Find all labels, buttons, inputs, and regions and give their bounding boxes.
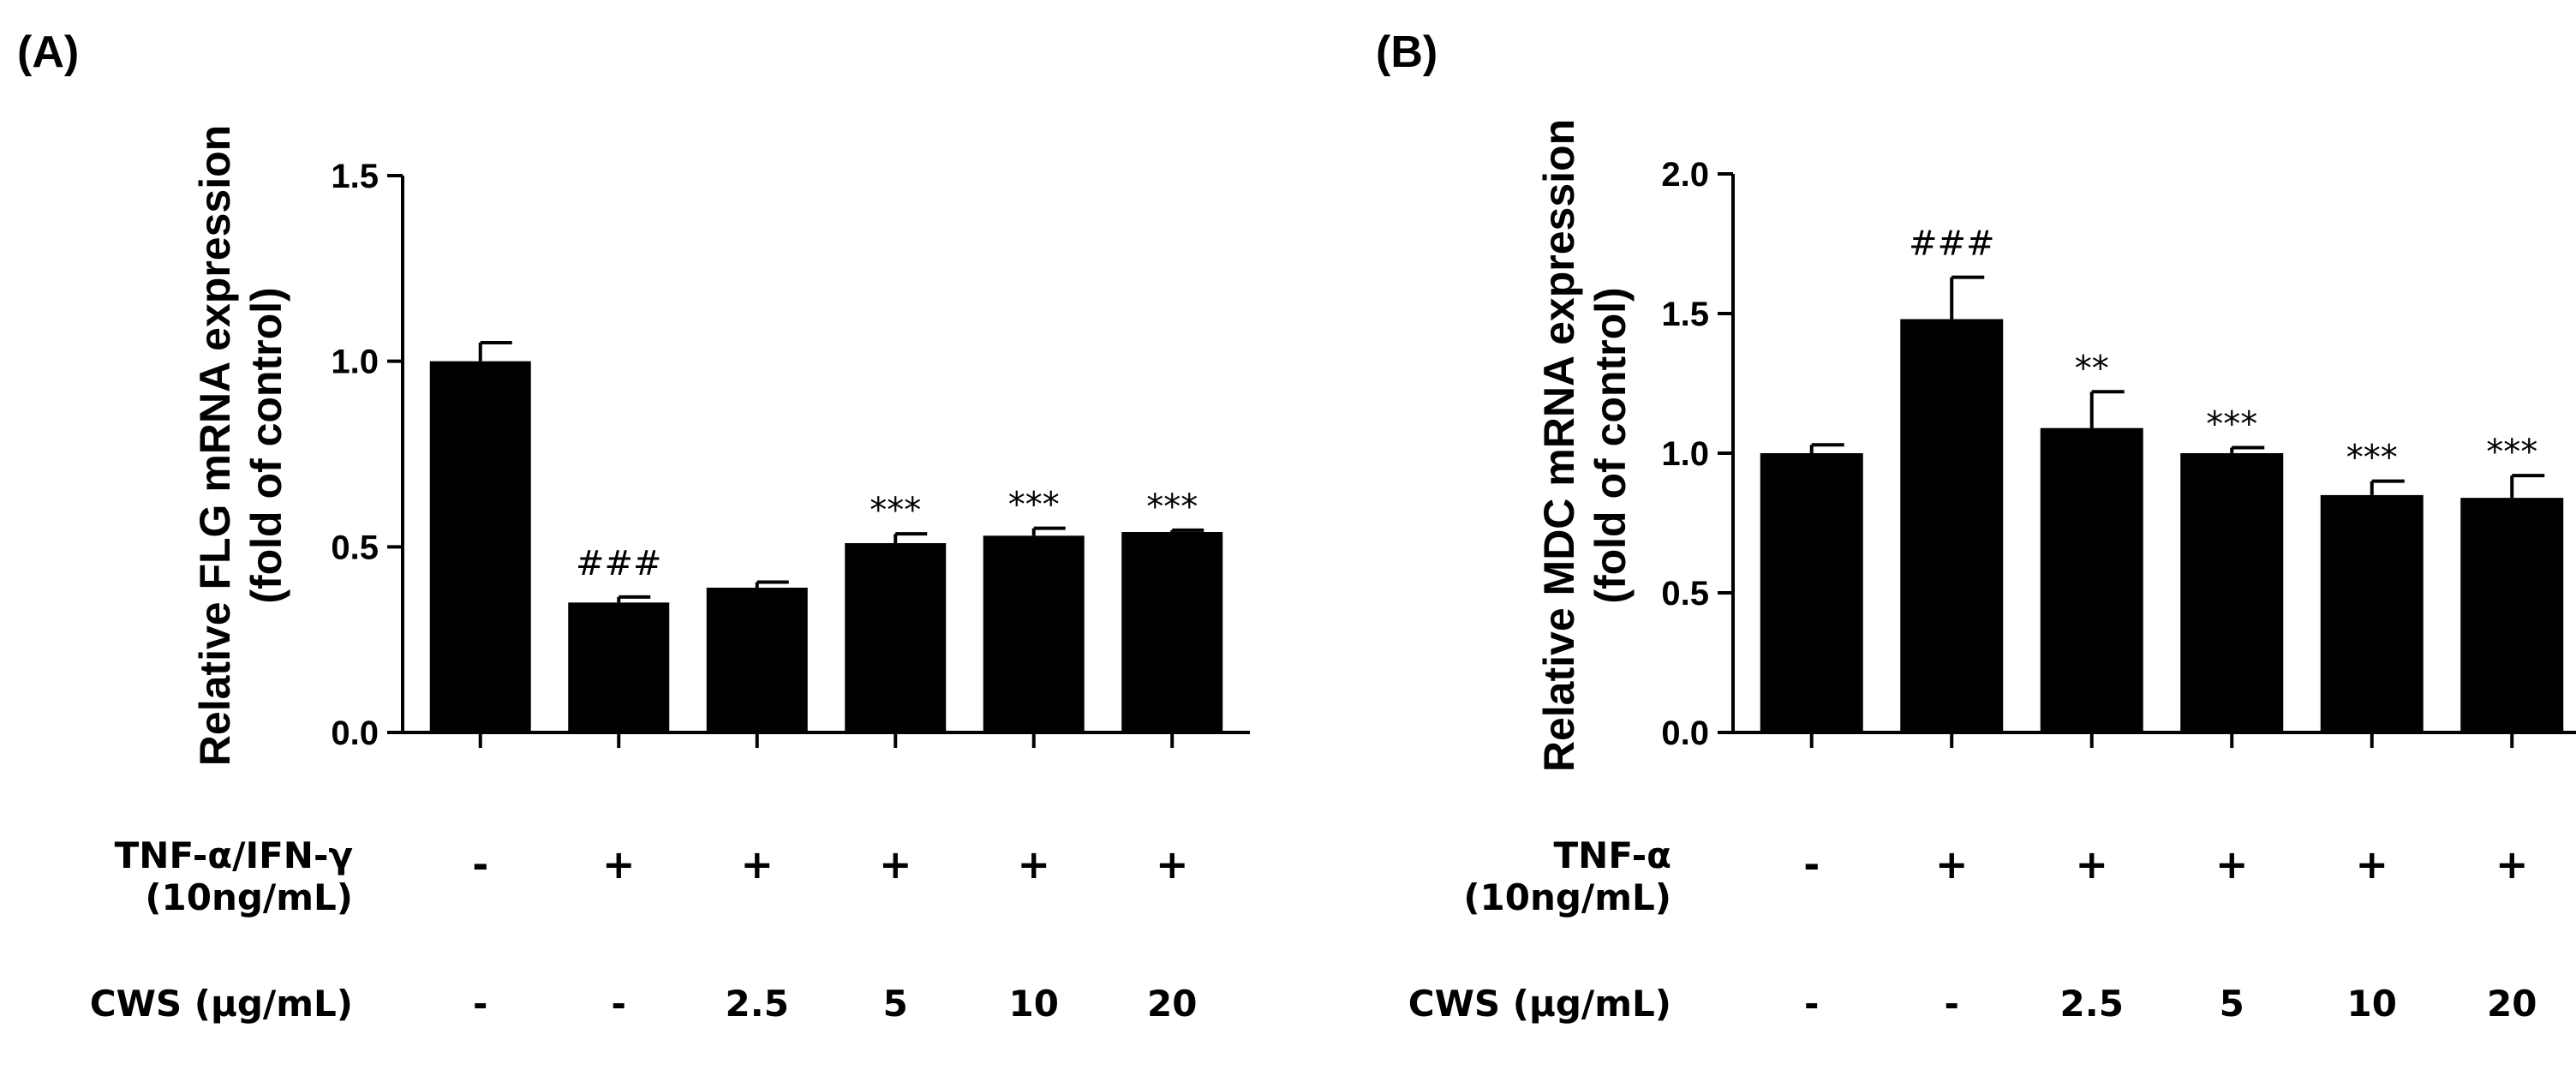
condition-value-b-stim: + (1935, 841, 1969, 888)
condition-value-b-stim: + (2355, 841, 2388, 888)
bar-b-2 (1900, 319, 2004, 732)
y-axis-label-a-line1: Relative FLG mRNA expression (191, 125, 239, 766)
condition-value-b-stim: + (2495, 841, 2529, 888)
y-axis-label-b-line1: Relative MDC mRNA expression (1535, 119, 1583, 772)
bar-b-1 (1760, 453, 1863, 732)
condition-value-a-stim: + (740, 841, 774, 888)
bar-b-5 (2320, 494, 2424, 732)
significance-label-b-4: *** (2206, 404, 2257, 444)
condition-value-b-cws: 10 (2347, 983, 2397, 1025)
condition-value-b-stim: + (2075, 841, 2108, 888)
significance-label-b-5: *** (2346, 439, 2398, 478)
bar-a-3 (706, 588, 808, 732)
y-axis-label-a-line2: (fold of control) (242, 287, 290, 603)
condition-value-a-stim: + (879, 841, 912, 888)
panel-b: (B) Relative MDC mRNA expression (fold o… (1376, 27, 2576, 1025)
condition-value-a-cws: - (612, 983, 626, 1025)
condition-label-a-stim: TNF-α/IFN-γ (115, 834, 353, 876)
significance-label-b-3: ** (2075, 349, 2109, 388)
condition-value-a-cws: 10 (1009, 983, 1059, 1025)
bar-a-4 (845, 543, 947, 732)
condition-value-b-stim: + (2215, 841, 2249, 888)
significance-label-b-6: *** (2486, 433, 2537, 472)
bar-a-2 (568, 602, 670, 732)
y-tick-label-a: 1.5 (331, 158, 379, 195)
y-tick-label-b: 1.5 (1661, 296, 1709, 333)
condition-value-a-cws: 2.5 (726, 983, 789, 1025)
bar-a-1 (429, 361, 531, 732)
condition-value-b-stim: - (1803, 841, 1820, 888)
condition-value-a-cws: - (473, 983, 487, 1025)
bar-a-5 (983, 535, 1085, 732)
condition-value-a-stim: + (1156, 841, 1189, 888)
significance-label-a-6: *** (1146, 487, 1198, 527)
condition-value-b-cws: 5 (2220, 983, 2244, 1025)
condition-label-b-stim: (10ng/mL) (1463, 876, 1671, 918)
y-tick-label-b: 1.0 (1661, 435, 1709, 473)
condition-label-b-stim: TNF-α (1554, 834, 1671, 876)
condition-value-a-stim: - (472, 841, 488, 888)
y-tick-label-a: 0.0 (331, 714, 379, 752)
y-tick-label-b: 0.5 (1661, 575, 1709, 613)
condition-value-a-stim: + (602, 841, 636, 888)
panel-label-a: (A) (17, 27, 79, 77)
condition-value-b-cws: 2.5 (2060, 983, 2124, 1025)
panel-label-b: (B) (1376, 27, 1437, 77)
condition-label-a-stim: (10ng/mL) (145, 876, 353, 918)
y-tick-label-a: 0.5 (331, 529, 379, 566)
significance-label-a-2: ### (576, 544, 662, 583)
condition-label-a-cws: CWS (μg/mL) (90, 983, 353, 1025)
significance-label-a-4: *** (870, 491, 921, 530)
y-tick-label-b: 0.0 (1661, 714, 1709, 752)
significance-label-a-5: *** (1008, 486, 1060, 525)
condition-value-b-cws: - (1804, 983, 1819, 1025)
y-axis-label-b-line2: (fold of control) (1587, 287, 1635, 603)
condition-value-b-cws: 20 (2487, 983, 2537, 1025)
y-tick-label-a: 1.0 (331, 344, 379, 381)
panel-a: (A) Relative FLG mRNA expression (fold o… (17, 27, 1250, 1025)
condition-value-a-stim: + (1017, 841, 1050, 888)
condition-label-b-cws: CWS (μg/mL) (1408, 983, 1671, 1025)
condition-value-b-cws: - (1945, 983, 1959, 1025)
bar-b-3 (2040, 427, 2143, 732)
y-tick-label-b: 2.0 (1661, 156, 1709, 194)
bar-a-6 (1121, 532, 1223, 732)
bar-b-4 (2180, 453, 2284, 732)
condition-value-a-cws: 20 (1147, 983, 1197, 1025)
condition-value-a-cws: 5 (883, 983, 908, 1025)
significance-label-b-2: ### (1909, 224, 1995, 264)
bar-b-6 (2460, 498, 2564, 732)
